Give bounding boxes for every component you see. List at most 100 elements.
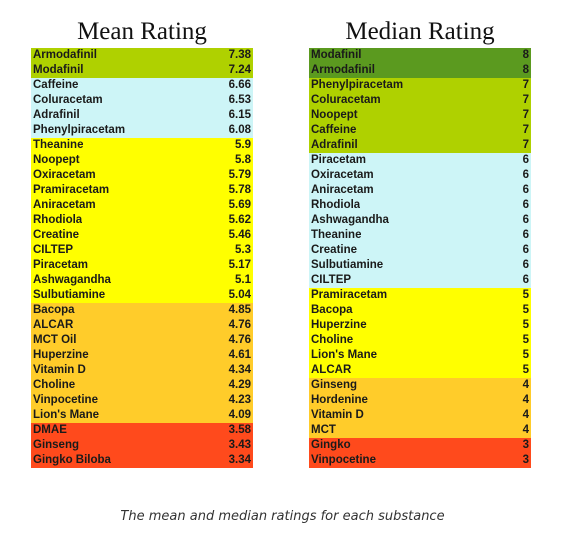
rating-value: 6.15: [228, 109, 251, 121]
table-row: Modafinil 8: [309, 48, 531, 63]
substance-name: Armodafinil: [33, 49, 97, 61]
substance-name: ALCAR: [311, 364, 352, 376]
substance-name: MCT Oil: [33, 334, 77, 346]
substance-name: Aniracetam: [33, 199, 96, 211]
substance-name: Coluracetam: [311, 94, 381, 106]
rating-value: 4.34: [228, 364, 251, 376]
rating-value: 7: [522, 124, 529, 136]
substance-name: Vitamin D: [33, 364, 86, 376]
rating-value: 6.08: [228, 124, 251, 136]
substance-name: Creatine: [33, 229, 80, 241]
rating-value: 4.23: [228, 394, 251, 406]
table-row: Caffeine 7: [309, 123, 531, 138]
table-row: CILTEP 5.3: [31, 243, 253, 258]
table-row: Ginseng 3.43: [31, 438, 253, 453]
table-row: Creatine 6: [309, 243, 531, 258]
table-row: Adrafinil 7: [309, 138, 531, 153]
rating-value: 5: [522, 334, 529, 346]
rating-value: 5.04: [228, 289, 251, 301]
table-row: Noopept 5.8: [31, 153, 253, 168]
substance-name: Choline: [311, 334, 354, 346]
figure-caption: The mean and median ratings for each sub…: [120, 509, 445, 524]
rating-value: 3.58: [228, 424, 251, 436]
table-row: Gingko Biloba 3.34: [31, 453, 253, 468]
substance-name: Oxiracetam: [33, 169, 96, 181]
table-row: DMAE 3.58: [31, 423, 253, 438]
rating-value: 6.66: [228, 79, 251, 91]
rating-value: 6: [522, 184, 529, 196]
rating-value: 7.38: [228, 49, 251, 61]
rating-value: 3.34: [228, 454, 251, 466]
table-row: Oxiracetam 5.79: [31, 168, 253, 183]
rating-value: 4.76: [228, 319, 251, 331]
substance-name: Caffeine: [33, 79, 79, 91]
rating-value: 6: [522, 199, 529, 211]
table-row: Vitamin D 4: [309, 408, 531, 423]
table-row: Bacopa 4.85: [31, 303, 253, 318]
substance-name: Piracetam: [311, 154, 366, 166]
substance-name: Gingko Biloba: [33, 454, 111, 466]
rating-value: 8: [522, 49, 529, 61]
rating-value: 6: [522, 259, 529, 271]
table-row: Creatine 5.46: [31, 228, 253, 243]
table-row: Gingko 3: [309, 438, 531, 453]
substance-name: Adrafinil: [33, 109, 80, 121]
rating-value: 6: [522, 274, 529, 286]
rating-value: 5.79: [228, 169, 251, 181]
rating-value: 3: [522, 454, 529, 466]
rating-value: 6: [522, 169, 529, 181]
table-row: Noopept 7: [309, 108, 531, 123]
rating-value: 5.3: [235, 244, 251, 256]
table-row: Piracetam 5.17: [31, 258, 253, 273]
table-row: Phenylpiracetam 6.08: [31, 123, 253, 138]
rating-value: 5: [522, 304, 529, 316]
substance-name: Lion's Mane: [311, 349, 377, 361]
median-rating-table: Modafinil 8 Armodafinil 8 Phenylpiracetam 7 Co…: [309, 48, 531, 468]
substance-name: Lion's Mane: [33, 409, 99, 421]
substance-name: Theanine: [311, 229, 362, 241]
rating-value: 3: [522, 439, 529, 451]
mean-rating-title: Mean Rating: [77, 18, 207, 45]
rating-value: 5.17: [228, 259, 251, 271]
rating-value: 5: [522, 364, 529, 376]
table-row: ALCAR 5: [309, 363, 531, 378]
table-row: Choline 4.29: [31, 378, 253, 393]
substance-name: Sulbutiamine: [33, 289, 106, 301]
rating-value: 6: [522, 154, 529, 166]
table-row: Lion's Mane 4.09: [31, 408, 253, 423]
table-row: Armodafinil 7.38: [31, 48, 253, 63]
rating-value: 6: [522, 244, 529, 256]
substance-name: Bacopa: [33, 304, 75, 316]
table-row: Modafinil 7.24: [31, 63, 253, 78]
table-row: Lion's Mane 5: [309, 348, 531, 363]
substance-name: Gingko: [311, 439, 351, 451]
mean-rating-table: Armodafinil 7.38 Modafinil 7.24 Caffeine 6.66…: [31, 48, 253, 468]
rating-value: 5: [522, 349, 529, 361]
rating-value: 5.46: [228, 229, 251, 241]
substance-name: Hordenine: [311, 394, 368, 406]
substance-name: Rhodiola: [311, 199, 361, 211]
table-row: MCT Oil 4.76: [31, 333, 253, 348]
substance-name: Adrafinil: [311, 139, 358, 151]
rating-value: 7: [522, 94, 529, 106]
rating-value: 6: [522, 229, 529, 241]
substance-name: Armodafinil: [311, 64, 375, 76]
table-row: CILTEP 6: [309, 273, 531, 288]
substance-name: DMAE: [33, 424, 67, 436]
substance-name: Creatine: [311, 244, 358, 256]
substance-name: Modafinil: [311, 49, 362, 61]
rating-value: 4.09: [228, 409, 251, 421]
rating-value: 5.78: [228, 184, 251, 196]
table-row: Caffeine 6.66: [31, 78, 253, 93]
substance-name: Coluracetam: [33, 94, 103, 106]
table-row: Aniracetam 5.69: [31, 198, 253, 213]
substance-name: Sulbutiamine: [311, 259, 384, 271]
table-row: MCT 4: [309, 423, 531, 438]
table-row: Coluracetam 7: [309, 93, 531, 108]
substance-name: Pramiracetam: [311, 289, 388, 301]
table-row: Oxiracetam 6: [309, 168, 531, 183]
table-row: Ginseng 4: [309, 378, 531, 393]
substance-name: Ginseng: [33, 439, 80, 451]
table-row: Vinpocetine 3: [309, 453, 531, 468]
table-row: Ashwagandha 5.1: [31, 273, 253, 288]
